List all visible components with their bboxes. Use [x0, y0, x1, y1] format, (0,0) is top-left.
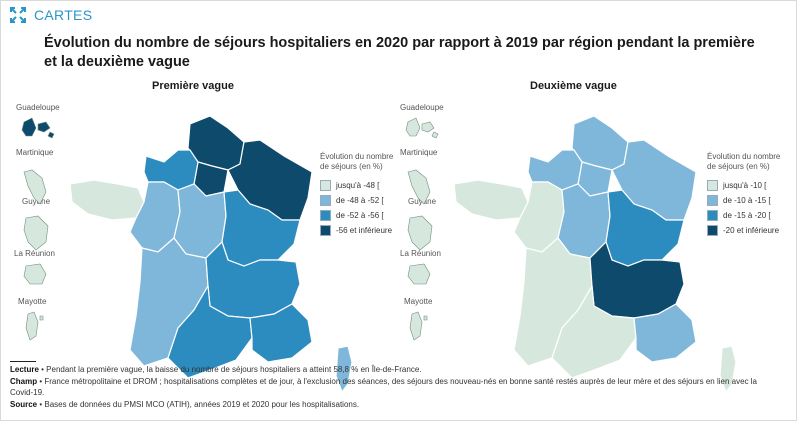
legend-swatch	[320, 210, 331, 221]
section-tag: CARTES	[34, 7, 93, 23]
dom-guadeloupe	[405, 117, 439, 139]
map-first-wave	[69, 115, 353, 394]
legend-swatch	[707, 180, 718, 191]
region-corse	[719, 345, 737, 394]
dom-mayotte	[25, 311, 44, 341]
region-bretagne	[69, 179, 145, 221]
note-source: Source • Bases de données du PMSI MCO (A…	[10, 399, 360, 409]
dom-guyane	[23, 215, 49, 251]
legend-swatch	[320, 225, 331, 236]
legend-item: -56 et inférieure	[320, 225, 400, 236]
legend-swatch	[320, 180, 331, 191]
dom-insets-first-wave	[21, 117, 55, 341]
legend-title: Évolution du nombre de séjours (en %)	[707, 152, 781, 171]
dom-label-la-reunion: La Réunion	[14, 249, 55, 258]
dom-label-la-reunion: La Réunion	[400, 249, 441, 258]
dom-guyane	[407, 215, 433, 251]
legend-title: Évolution du nombre de séjours (en %)	[320, 152, 394, 171]
dom-label-guyane: Guyane	[22, 197, 51, 206]
dom-la-reunion	[23, 263, 47, 285]
dom-la-reunion	[407, 263, 431, 285]
region-provence-alpes-cote-d-azur	[249, 303, 313, 363]
dom-guadeloupe	[21, 117, 55, 139]
dom-label-martinique: Martinique	[16, 148, 54, 157]
region-provence-alpes-cote-d-azur	[633, 303, 697, 363]
dom-label-mayotte: Mayotte	[404, 297, 433, 306]
dom-martinique	[23, 169, 47, 205]
dom-insets-second-wave	[405, 117, 439, 341]
legend-swatch	[707, 225, 718, 236]
note-champ: Champ • France métropolitaine et DROM ; …	[10, 376, 757, 398]
map-second-wave	[453, 115, 737, 394]
legend-first-wave: Évolution du nombre de séjours (en %) ju…	[320, 152, 400, 240]
legend-item: jusqu'à -48 [	[320, 180, 400, 191]
dom-label-mayotte: Mayotte	[18, 297, 47, 306]
figure-title: Évolution du nombre de séjours hospitali…	[44, 35, 755, 70]
legend-item: de -48 à -52 [	[320, 195, 400, 206]
legend-second-wave: Évolution du nombre de séjours (en %) ju…	[707, 152, 787, 240]
notes: Lecture • Pendant la première vague, la …	[10, 364, 780, 410]
dom-label-martinique: Martinique	[400, 148, 438, 157]
notes-separator	[10, 361, 36, 362]
region-bretagne	[453, 179, 529, 221]
dom-label-guadeloupe: Guadeloupe	[400, 103, 444, 112]
dom-label-guadeloupe: Guadeloupe	[16, 103, 60, 112]
legend-item: -20 et inférieure	[707, 225, 787, 236]
expand-icon[interactable]	[10, 7, 26, 23]
dom-mayotte	[409, 311, 428, 341]
region-corse	[335, 345, 353, 394]
legend-swatch	[320, 195, 331, 206]
legend-swatch	[707, 210, 718, 221]
legend-item: jusqu'à -10 [	[707, 180, 787, 191]
legend-item: de -52 à -56 [	[320, 210, 400, 221]
section-header: CARTES	[10, 7, 92, 23]
map-title-first-wave: Première vague	[152, 80, 234, 92]
legend-swatch	[707, 195, 718, 206]
dom-martinique	[407, 169, 431, 205]
legend-item: de -10 à -15 [	[707, 195, 787, 206]
legend-item: de -15 à -20 [	[707, 210, 787, 221]
note-lecture: Lecture • Pendant la première vague, la …	[10, 365, 422, 374]
map-title-second-wave: Deuxième vague	[530, 80, 617, 92]
